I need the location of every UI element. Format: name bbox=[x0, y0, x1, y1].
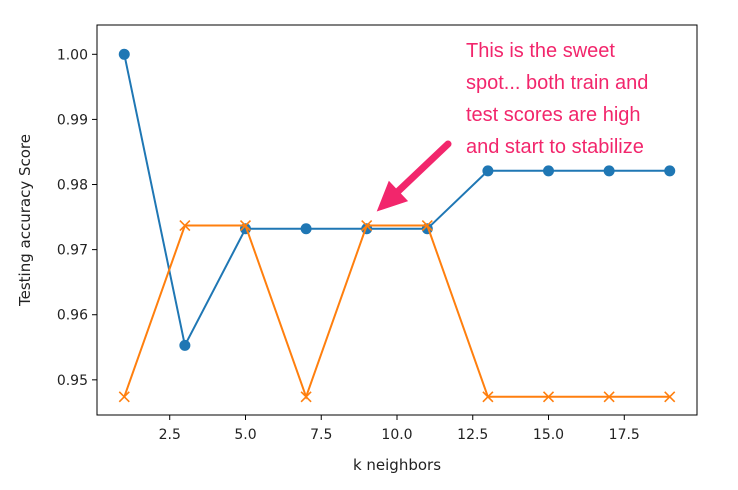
data-point bbox=[118, 48, 130, 60]
series-line bbox=[123, 224, 670, 400]
axes-frame bbox=[96, 24, 698, 416]
x-tick-label: 5.0 bbox=[234, 427, 256, 443]
x-tick-label: 10.0 bbox=[381, 427, 412, 443]
y-tick-label: 0.95 bbox=[57, 373, 88, 389]
data-point bbox=[603, 391, 615, 403]
data-point bbox=[482, 165, 494, 177]
x-axis-label: k neighbors bbox=[353, 456, 441, 474]
y-tick-label: 0.96 bbox=[57, 308, 88, 324]
series-2 bbox=[118, 219, 676, 403]
y-tick-label: 0.98 bbox=[57, 178, 88, 194]
series-line bbox=[123, 54, 670, 349]
data-point bbox=[664, 391, 676, 403]
x-tick-label: 2.5 bbox=[159, 427, 181, 443]
y-tick-label: 0.97 bbox=[57, 243, 88, 259]
x-tick-label: 17.5 bbox=[609, 427, 640, 443]
data-point bbox=[603, 165, 615, 177]
x-tick-label: 12.5 bbox=[457, 427, 488, 443]
annotation-line: test scores are high bbox=[466, 104, 641, 126]
annotation: This is the sweet spot... both train and t… bbox=[376, 40, 648, 212]
data-point bbox=[361, 219, 373, 232]
data-point bbox=[300, 391, 312, 403]
data-point bbox=[542, 391, 555, 403]
data-point bbox=[543, 165, 555, 177]
annotation-arrow-head bbox=[376, 180, 409, 212]
data-point bbox=[239, 219, 252, 232]
x-tick-label: 7.5 bbox=[310, 427, 332, 443]
annotation-line: This is the sweet bbox=[466, 40, 615, 62]
y-tick-label: 0.99 bbox=[57, 112, 88, 128]
data-point bbox=[179, 219, 191, 232]
y-tick-label: 1.00 bbox=[57, 47, 88, 63]
data-point bbox=[179, 339, 191, 351]
series-1 bbox=[118, 48, 676, 351]
annotation-line: and start to stabilize bbox=[466, 136, 644, 158]
data-point bbox=[118, 391, 130, 403]
axis-ticks: 2.5 5.0 7.5 10.0 12.5 15.0 17.5 0.95 0.96 0.97 0.9… bbox=[57, 47, 640, 443]
annotation-line: spot... both train and bbox=[466, 72, 648, 94]
data-point bbox=[300, 223, 312, 235]
x-tick-label: 15.0 bbox=[533, 427, 564, 443]
y-axis-label: Testing accuracy Score bbox=[16, 134, 34, 307]
series-layer bbox=[118, 48, 676, 403]
data-point bbox=[482, 391, 494, 403]
data-point bbox=[664, 165, 676, 177]
annotation-arrow-shaft bbox=[394, 140, 452, 195]
data-point bbox=[421, 219, 433, 232]
